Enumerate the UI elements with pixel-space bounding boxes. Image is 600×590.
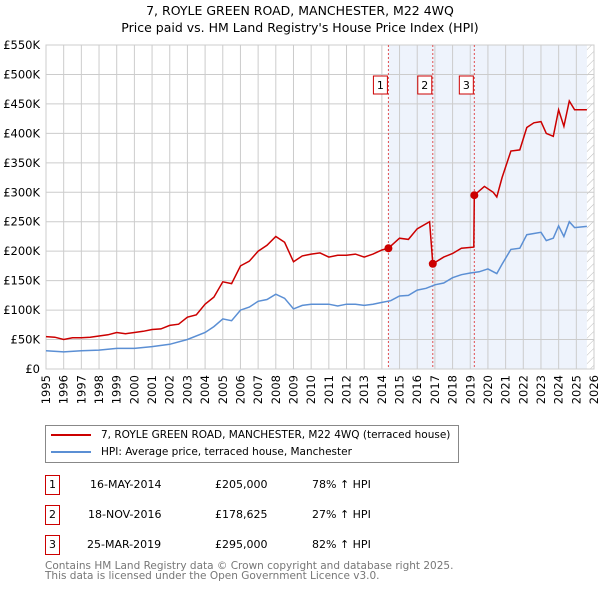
x-tick-label: 2003 bbox=[180, 375, 194, 404]
sale-date: 25-MAR-2019 bbox=[87, 538, 162, 551]
y-tick-label: £0 bbox=[25, 362, 40, 376]
x-tick-label: 2007 bbox=[251, 375, 265, 404]
x-tick-label: 1999 bbox=[110, 375, 124, 404]
x-tick-label: 2024 bbox=[552, 375, 566, 404]
plot-border bbox=[45, 44, 595, 370]
sale-hpi: 78% ↑ HPI bbox=[312, 478, 371, 491]
sale-price: £205,000 bbox=[215, 478, 268, 491]
y-tick-label: £300K bbox=[3, 185, 40, 199]
sale-hpi: 82% ↑ HPI bbox=[312, 538, 371, 551]
x-tick-label: 2026 bbox=[587, 375, 600, 404]
x-tick-label: 2018 bbox=[446, 375, 460, 404]
x-tick-label: 1996 bbox=[57, 375, 71, 404]
sale-row: 2 18-NOV-2016 £178,625 27% ↑ HPI bbox=[45, 505, 465, 525]
legend-swatch-red bbox=[51, 434, 91, 436]
sale-marker-label: 3 bbox=[463, 79, 470, 92]
y-tick-label: £500K bbox=[3, 67, 40, 81]
price-chart: £0 £50K £100K £150K £200K £250K £300K £350K £400… bbox=[3, 38, 600, 404]
sale-point bbox=[428, 259, 437, 268]
x-tick-label: 2023 bbox=[534, 375, 548, 404]
x-tick-label: 2015 bbox=[393, 375, 407, 404]
x-tick-label: 2000 bbox=[127, 375, 141, 404]
y-tick-label: £450K bbox=[3, 97, 40, 111]
sale-price: £295,000 bbox=[215, 538, 268, 551]
sale-point bbox=[384, 244, 393, 253]
sale-marker-label: 2 bbox=[421, 79, 428, 92]
x-tick-label: 2002 bbox=[163, 375, 177, 404]
y-tick-label: £400K bbox=[3, 126, 40, 140]
x-tick-label: 2009 bbox=[286, 375, 300, 404]
legend-label: 7, ROYLE GREEN ROAD, MANCHESTER, M22 4WQ… bbox=[101, 429, 451, 441]
x-tick-label: 2019 bbox=[463, 375, 477, 404]
legend-item-property: 7, ROYLE GREEN ROAD, MANCHESTER, M22 4WQ… bbox=[51, 429, 450, 441]
x-tick-label: 2004 bbox=[198, 375, 212, 404]
x-tick-label: 1995 bbox=[39, 375, 53, 404]
sale-date: 18-NOV-2016 bbox=[88, 508, 162, 521]
x-tick-label: 2021 bbox=[499, 375, 513, 404]
sale-date: 16-MAY-2014 bbox=[90, 478, 162, 491]
footer-licence: This data is licensed under the Open Gov… bbox=[45, 570, 380, 582]
legend: 7, ROYLE GREEN ROAD, MANCHESTER, M22 4WQ… bbox=[45, 425, 459, 463]
series-line bbox=[45, 98, 587, 341]
sale-number: 3 bbox=[45, 535, 60, 555]
chart-subtitle: Price paid vs. HM Land Registry's House … bbox=[121, 20, 479, 35]
x-tick-label: 2014 bbox=[375, 375, 389, 404]
x-tick-label: 2012 bbox=[340, 375, 354, 404]
y-tick-label: £550K bbox=[3, 38, 40, 52]
x-tick-label: 2017 bbox=[428, 375, 442, 404]
sale-price: £178,625 bbox=[215, 508, 268, 521]
x-tick-label: 2008 bbox=[269, 375, 283, 404]
x-tick-label: 2025 bbox=[569, 375, 583, 404]
series-line bbox=[45, 220, 587, 353]
sale-hpi: 27% ↑ HPI bbox=[312, 508, 371, 521]
sale-marker-box bbox=[417, 75, 433, 95]
y-tick-label: £150K bbox=[3, 274, 40, 288]
x-tick-label: 2001 bbox=[145, 375, 159, 404]
x-tick-label: 2016 bbox=[410, 375, 424, 404]
footer-copyright: Contains HM Land Registry data © Crown c… bbox=[45, 560, 454, 572]
x-tick-label: 2022 bbox=[516, 375, 530, 404]
x-tick-label: 1997 bbox=[74, 375, 88, 404]
y-tick-label: £50K bbox=[11, 333, 41, 347]
x-tick-label: 2020 bbox=[481, 375, 495, 404]
y-tick-label: £250K bbox=[3, 215, 40, 229]
sale-number: 1 bbox=[45, 475, 60, 495]
y-tick-label: £100K bbox=[3, 303, 40, 317]
x-tick-label: 2006 bbox=[233, 375, 247, 404]
x-tick-label: 2013 bbox=[357, 375, 371, 404]
forecast-hatch bbox=[586, 45, 594, 369]
chart-title: 7, ROYLE GREEN ROAD, MANCHESTER, M22 4WQ bbox=[146, 3, 454, 18]
sale-marker-label: 1 bbox=[377, 79, 384, 92]
sale-point bbox=[470, 191, 479, 200]
x-tick-label: 1998 bbox=[92, 375, 106, 404]
sale-row: 3 25-MAR-2019 £295,000 82% ↑ HPI bbox=[45, 535, 465, 555]
x-tick-label: 2010 bbox=[304, 375, 318, 404]
x-tick-label: 2005 bbox=[216, 375, 230, 404]
legend-item-hpi: HPI: Average price, terraced house, Manc… bbox=[51, 446, 352, 458]
legend-label: HPI: Average price, terraced house, Manc… bbox=[101, 446, 352, 458]
sale-marker-box bbox=[372, 75, 388, 95]
sale-row: 1 16-MAY-2014 £205,000 78% ↑ HPI bbox=[45, 475, 465, 495]
y-tick-label: £350K bbox=[3, 156, 40, 170]
sale-number: 2 bbox=[45, 505, 60, 525]
x-tick-label: 2011 bbox=[322, 375, 336, 404]
y-tick-label: £200K bbox=[3, 244, 40, 258]
legend-swatch-blue bbox=[51, 451, 91, 453]
sale-marker-box bbox=[458, 75, 474, 95]
